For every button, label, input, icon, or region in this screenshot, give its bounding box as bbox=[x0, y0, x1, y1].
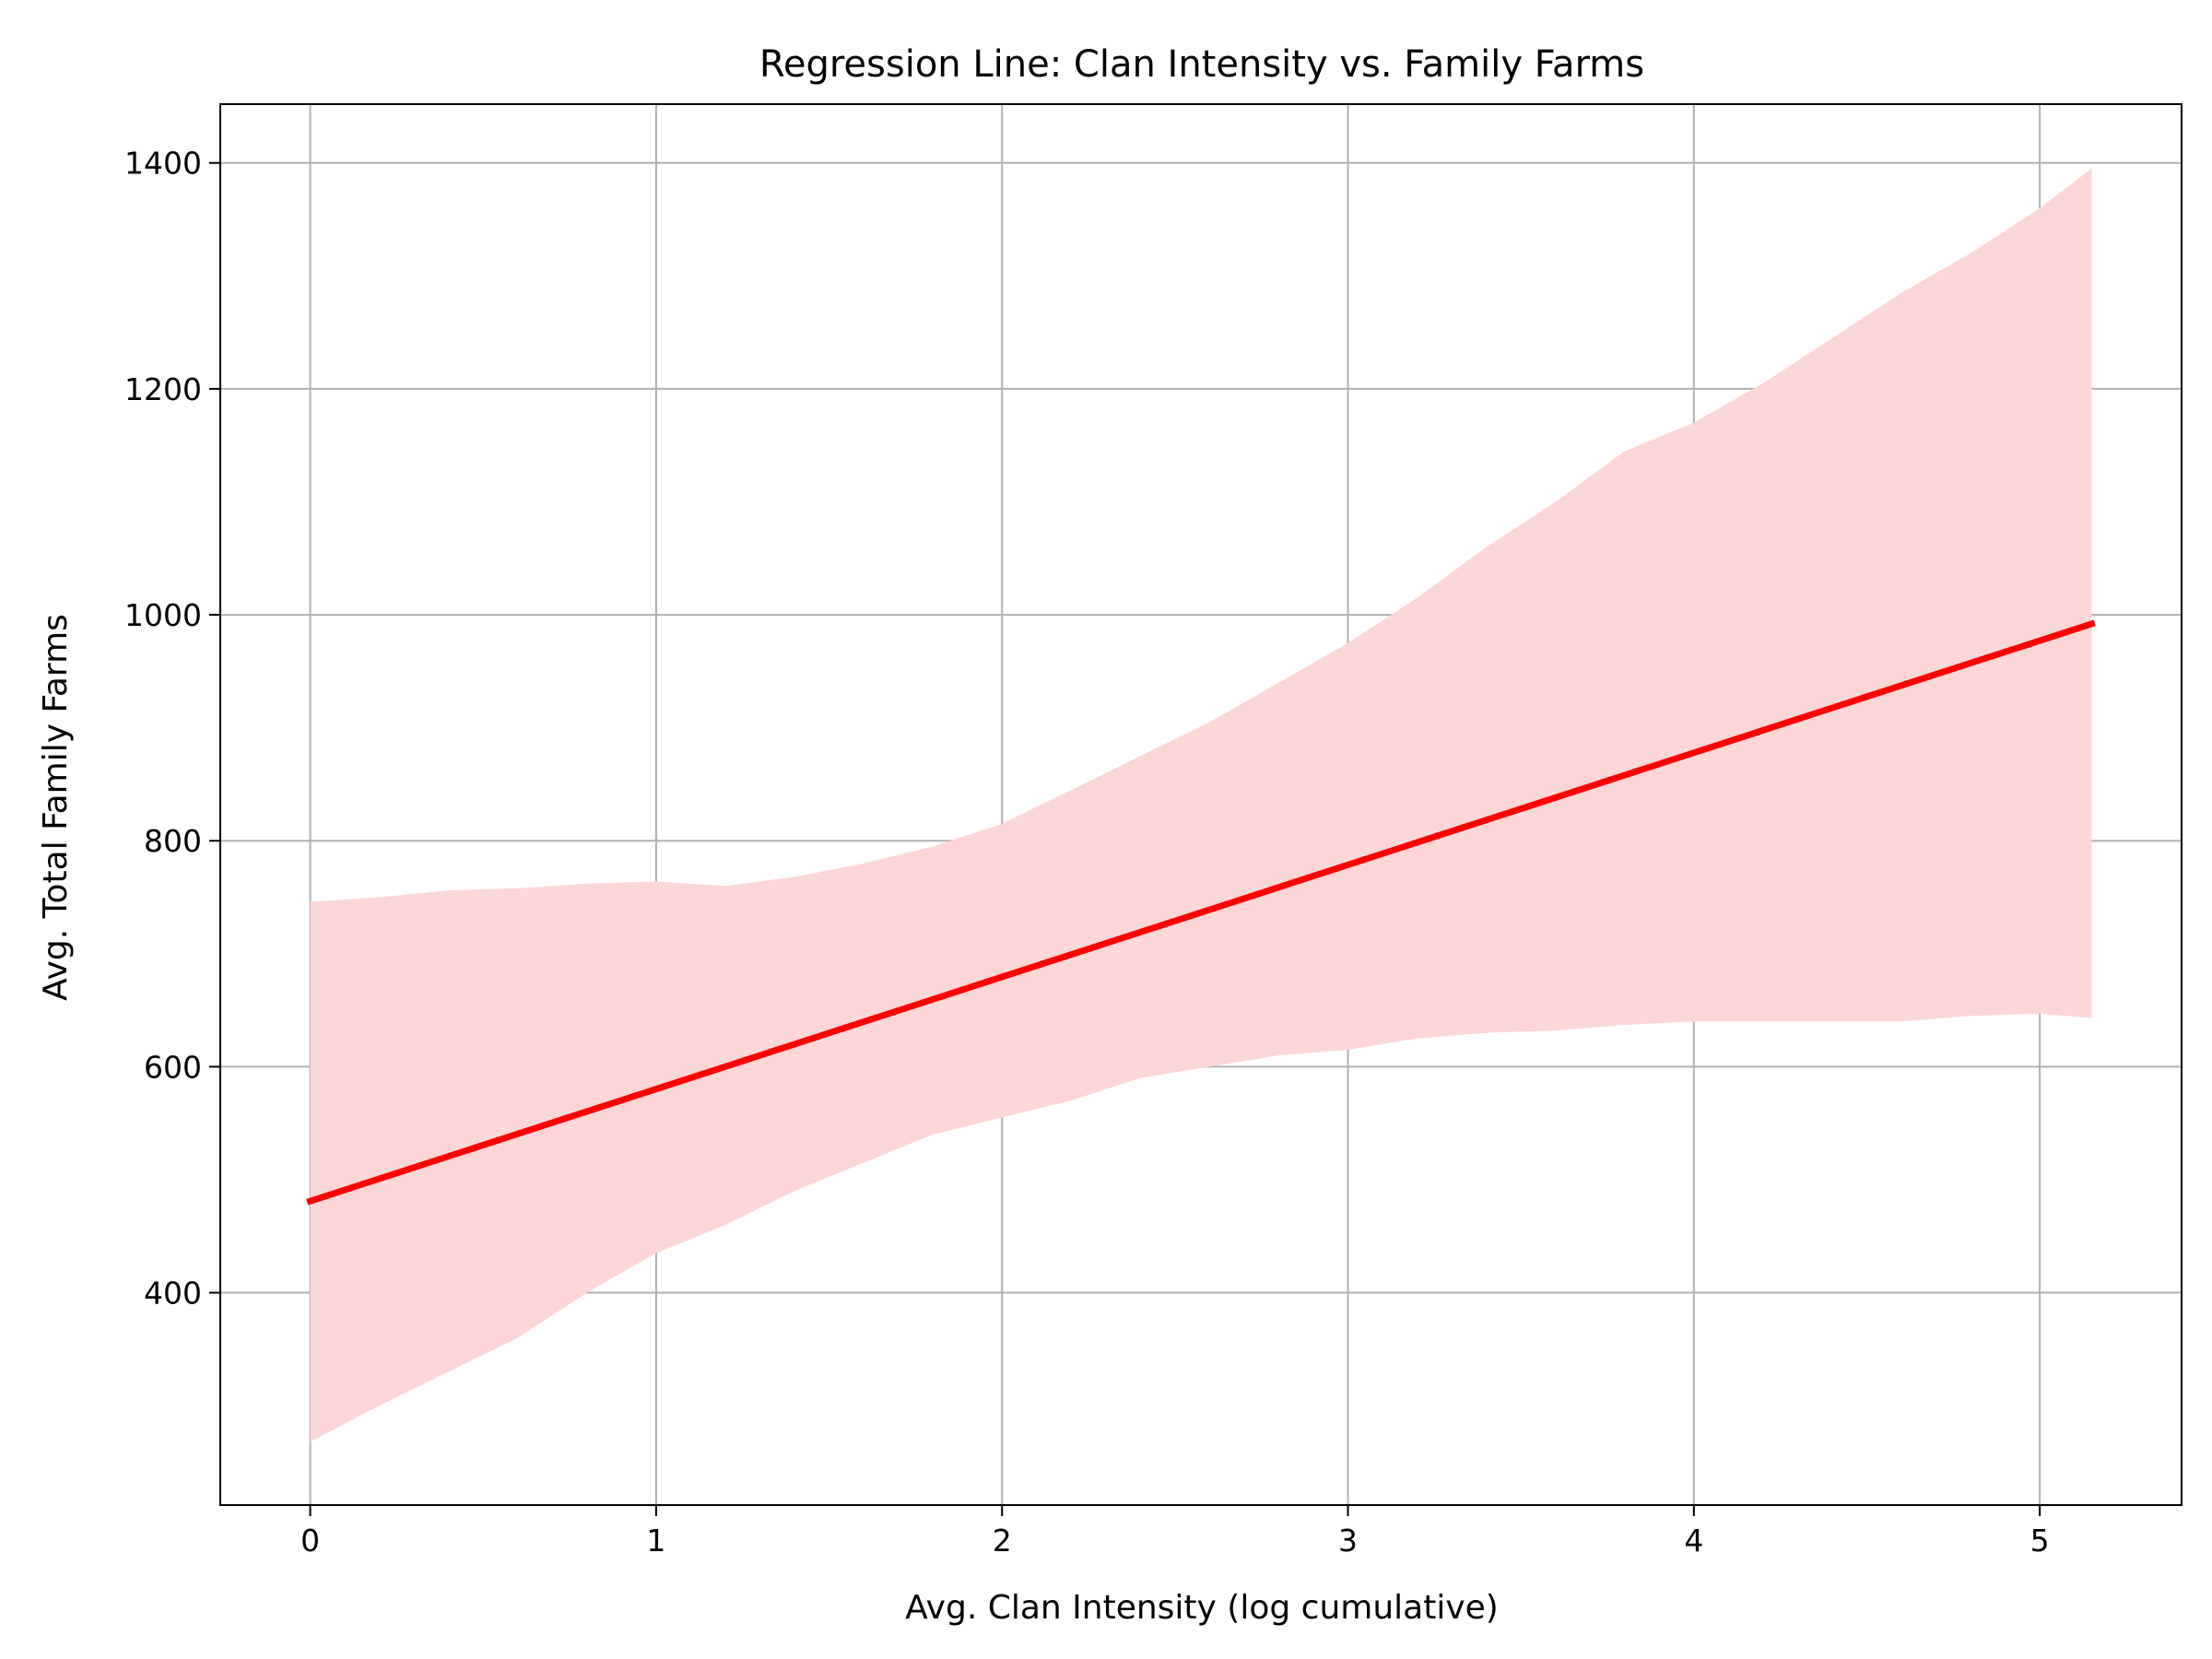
y-axis-label: Avg. Total Family Farms bbox=[37, 614, 75, 1001]
y-tick-label: 1400 bbox=[124, 146, 202, 182]
regression-line-layer bbox=[306, 619, 2096, 1206]
y-tick-label: 600 bbox=[144, 1049, 202, 1085]
x-tick-label: 3 bbox=[1338, 1523, 1358, 1559]
y-tick-label: 400 bbox=[144, 1276, 202, 1312]
chart-title: Regression Line: Clan Intensity vs. Fami… bbox=[759, 43, 1644, 86]
x-tick-label: 2 bbox=[993, 1523, 1012, 1559]
confidence-band-layer bbox=[310, 168, 2092, 1442]
y-axis-ticks: 400 600 800 1000 1200 1400 bbox=[124, 146, 220, 1312]
x-tick-label: 0 bbox=[300, 1523, 320, 1559]
x-tick-label: 5 bbox=[2030, 1523, 2050, 1559]
x-axis-ticks: 0 1 2 3 4 5 bbox=[300, 1505, 2050, 1559]
x-tick-label: 4 bbox=[1684, 1523, 1703, 1559]
y-tick-label: 800 bbox=[144, 823, 202, 859]
regression-line bbox=[306, 619, 2096, 1206]
confidence-band bbox=[310, 168, 2092, 1442]
x-axis-label: Avg. Clan Intensity (log cumulative) bbox=[905, 1589, 1499, 1627]
plot-frame bbox=[219, 103, 2183, 1506]
y-tick-label: 1000 bbox=[124, 597, 202, 633]
y-tick-label: 1200 bbox=[124, 371, 202, 407]
x-tick-label: 1 bbox=[646, 1523, 665, 1559]
